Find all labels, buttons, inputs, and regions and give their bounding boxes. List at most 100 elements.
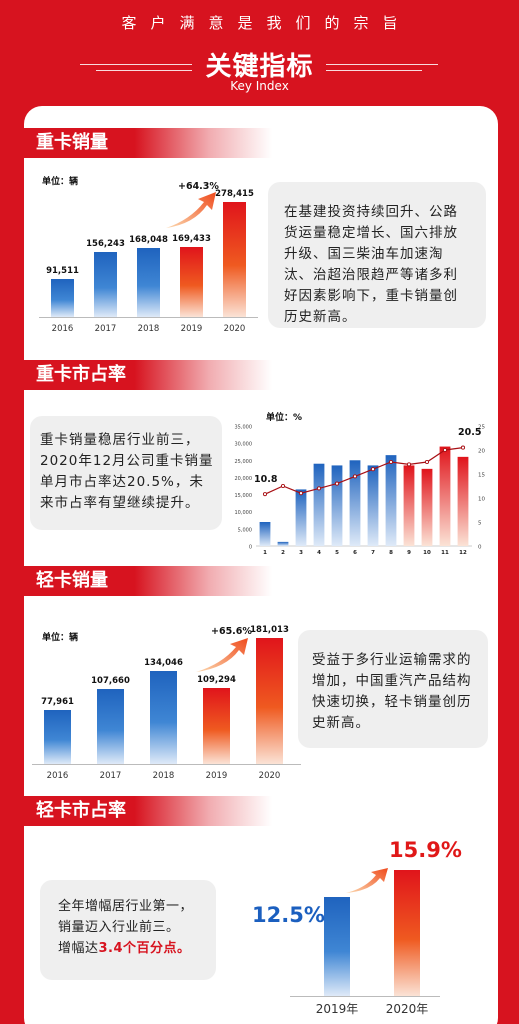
x-tick-label: 5 — [335, 550, 339, 556]
page-subtitle: Key Index — [230, 79, 289, 93]
growth-arrow-icon — [346, 868, 388, 893]
y-right-tick-label: 15 — [478, 473, 485, 479]
x-tick-label: 2017 — [94, 324, 117, 334]
light-share-text: 全年增幅居行业第一， 销量迈入行业前三。 增幅达3.4个百分点。 — [40, 880, 216, 980]
y-left-tick-label: 25,000 — [235, 459, 253, 465]
x-tick-label: 1 — [263, 550, 267, 556]
line-point — [406, 462, 412, 467]
section-label-light-share: 轻卡市占率 — [22, 796, 272, 826]
value-label: 169,433 — [172, 234, 211, 244]
x-tick-label: 10 — [423, 550, 431, 556]
light-sales-text: 受益于多行业运输需求的增加，中国重汽产品结构快速切换，轻卡销量创历史新高。 — [298, 630, 488, 748]
value-label: 77,961 — [41, 696, 74, 707]
x-tick-label: 8 — [389, 550, 393, 556]
heavy-share-unit: 单位：% — [266, 413, 303, 423]
x-tick-label: 11 — [441, 550, 449, 556]
line-point — [424, 459, 430, 465]
y-left-tick-label: 20,000 — [235, 476, 253, 482]
y-left-tick-label: 0 — [249, 545, 252, 551]
x-tick-label: 9 — [407, 550, 411, 556]
section-label-heavy-share: 重卡市占率 — [22, 360, 272, 390]
line-point — [316, 486, 322, 491]
page-title: 关键指标 — [205, 52, 314, 82]
light-share-line-3-prefix: 增幅达 — [58, 941, 99, 956]
title-right-line — [326, 64, 438, 65]
bar — [203, 687, 230, 764]
value-label: 12.5% — [252, 902, 325, 927]
heavy-sales-growth: +64.3% — [178, 181, 219, 192]
line-point — [352, 474, 358, 479]
bar — [295, 489, 307, 546]
x-tick-label: 3 — [299, 550, 303, 556]
y-right-tick-label: 20 — [478, 449, 485, 455]
growth-arrow-icon — [196, 638, 248, 672]
share-line — [264, 447, 464, 495]
x-tick-label: 7 — [371, 550, 375, 556]
bar — [44, 709, 71, 764]
line-point — [334, 481, 340, 486]
bar — [51, 279, 74, 317]
y-left-tick-label: 30,000 — [235, 442, 253, 448]
y-left-tick-label: 35,000 — [235, 425, 253, 431]
bar — [277, 541, 289, 546]
x-tick-label: 2019年 — [315, 1002, 359, 1016]
x-tick-label: 2020年 — [385, 1002, 429, 1016]
bar — [180, 247, 203, 317]
x-tick-label: 2019 — [205, 771, 228, 781]
value-label: 181,013 — [250, 625, 289, 635]
x-tick-label: 2020 — [223, 324, 246, 334]
bar — [394, 870, 420, 996]
x-tick-label: 2020 — [258, 771, 281, 781]
value-label: 278,415 — [215, 189, 254, 199]
x-tick-label: 2016 — [51, 324, 74, 334]
bar — [97, 689, 124, 764]
line-point — [370, 467, 376, 472]
value-label: 91,511 — [46, 266, 79, 277]
value-label: 15.9% — [389, 838, 462, 862]
line-point — [298, 491, 304, 496]
y-left-tick-label: 15,000 — [235, 493, 253, 499]
y-left-tick-label: 10,000 — [235, 510, 253, 516]
bar — [137, 247, 160, 317]
line-point — [442, 447, 448, 453]
bar — [331, 465, 343, 546]
title-left-line — [80, 64, 192, 65]
share-end-label: 20.5 — [458, 427, 482, 438]
light-share-line-3: 增幅达3.4个百分点。 — [58, 938, 206, 959]
y-right-tick-label: 5 — [478, 521, 482, 527]
heavy-share-chart: 0 5,000 10,000 15,000 20,000 25,000 30,000 35,0… — [235, 425, 486, 557]
share-start-label: 10.8 — [254, 474, 278, 485]
value-label: 134,046 — [144, 657, 183, 668]
line-point — [460, 445, 466, 450]
light-share-line-2: 销量迈入行业前三。 — [58, 920, 180, 935]
value-label: 109,294 — [197, 674, 236, 685]
bar — [94, 252, 117, 317]
light-sales-growth: +65.6% — [211, 626, 252, 637]
bar — [421, 468, 433, 546]
x-tick-label: 2018 — [137, 324, 160, 334]
growth-arrow-icon — [166, 192, 216, 228]
bar — [439, 446, 451, 546]
title-right-line-2 — [326, 70, 422, 71]
heavy-sales-text: 在基建投资持续回升、公路货运量稳定增长、国六排放升级、国三柴油车加速淘汰、治超治… — [268, 182, 486, 328]
value-label: 107,660 — [91, 676, 130, 687]
line-point — [262, 492, 268, 497]
heavy-sales-unit: 单位：辆 — [42, 177, 79, 187]
bar — [385, 455, 397, 546]
x-tick-label: 2016 — [46, 771, 69, 781]
bar — [150, 670, 177, 764]
y-right-tick-label: 0 — [478, 545, 482, 551]
x-tick-label: 2018 — [152, 771, 175, 781]
title-left-line-2 — [96, 70, 192, 71]
x-tick-label: 2 — [281, 550, 285, 556]
y-right-tick-label: 10 — [478, 497, 485, 503]
x-tick-label: 12 — [459, 550, 467, 556]
x-axis — [32, 764, 301, 765]
bar — [313, 463, 325, 546]
value-label: 156,243 — [86, 239, 125, 250]
x-tick-label: 2017 — [99, 771, 122, 781]
heavy-share-text: 重卡销量稳居行业前三，2020年12月公司重卡销量单月市占率达20.5%，未来市… — [30, 416, 222, 530]
bar — [324, 896, 350, 996]
slogan: 客户满意是我们的宗旨 — [121, 14, 412, 32]
x-tick-label: 2019 — [180, 324, 203, 334]
